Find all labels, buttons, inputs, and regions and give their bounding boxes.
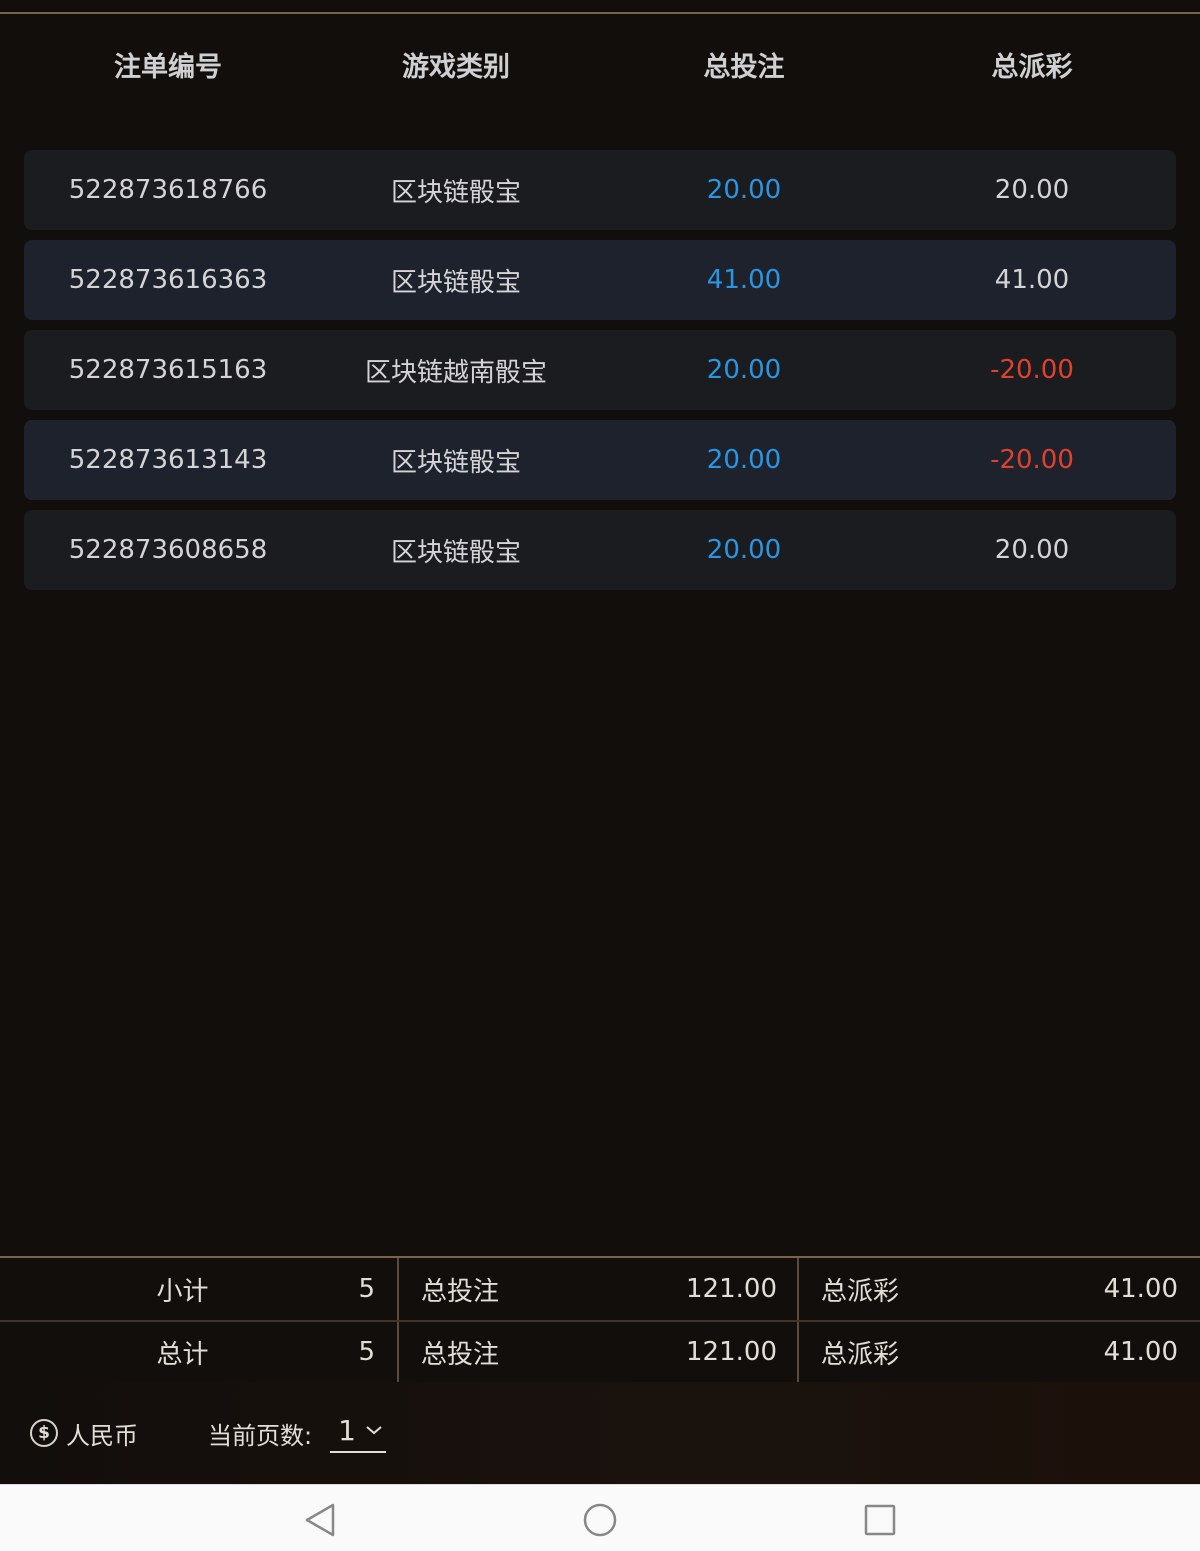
game-type: 区块链骰宝 <box>390 177 521 208</box>
total-bet: 20.00 <box>706 355 782 385</box>
header-game-type: 游戏类别 <box>402 52 510 83</box>
total-bet-label: 总投注 <box>421 1339 500 1370</box>
total-payout: 20.00 <box>994 535 1070 565</box>
total-payout: -20.00 <box>990 355 1074 385</box>
system-navbar <box>0 1484 1200 1551</box>
game-type: 区块链骰宝 <box>390 537 521 568</box>
bet-id: 522873608658 <box>68 535 268 565</box>
footer-bar: $ 人民币 当前页数: 1 <box>0 1382 1200 1484</box>
currency-icon: $ <box>30 1419 58 1447</box>
bet-id: 522873616363 <box>68 265 268 295</box>
subtotal-label: 小计 <box>156 1276 209 1307</box>
game-type: 区块链骰宝 <box>390 447 521 478</box>
total-label: 总计 <box>156 1339 209 1370</box>
header-total-payout: 总派彩 <box>991 52 1073 83</box>
table-row[interactable]: 522873616363 区块链骰宝 41.00 41.00 <box>24 240 1176 320</box>
bet-id: 522873613143 <box>68 445 268 475</box>
currency-label[interactable]: 人民币 <box>66 1421 138 1450</box>
subtotal-bet-label: 总投注 <box>421 1276 500 1307</box>
bet-id: 522873618766 <box>68 175 268 205</box>
table-row[interactable]: 522873608658 区块链骰宝 20.00 20.00 <box>24 510 1176 590</box>
table-row[interactable]: 522873618766 区块链骰宝 20.00 20.00 <box>24 150 1176 230</box>
home-icon[interactable] <box>582 1502 618 1538</box>
total-payout-label: 总派彩 <box>821 1339 900 1370</box>
page-select[interactable]: 1 <box>330 1413 387 1453</box>
page-label: 当前页数: <box>208 1421 313 1450</box>
total-payout: 41.00 <box>1103 1337 1178 1367</box>
subtotal-bet: 121.00 <box>686 1274 777 1304</box>
subtotal-count: 5 <box>358 1274 375 1304</box>
page-value: 1 <box>338 1413 356 1447</box>
table-row[interactable]: 522873613143 区块链骰宝 20.00 -20.00 <box>24 420 1176 500</box>
total-count: 5 <box>358 1337 375 1367</box>
back-icon[interactable] <box>302 1502 338 1538</box>
recents-icon[interactable] <box>862 1502 898 1538</box>
subtotal-row: 小计 5 总投注 121.00 总派彩 41.00 <box>0 1258 1200 1320</box>
header-total-bet: 总投注 <box>703 52 785 83</box>
total-bet: 20.00 <box>706 445 782 475</box>
game-type: 区块链越南骰宝 <box>364 357 547 388</box>
table-header: 注单编号 游戏类别 总投注 总派彩 <box>24 40 1176 96</box>
total-bet: 20.00 <box>706 175 782 205</box>
total-payout: 20.00 <box>994 175 1070 205</box>
total-row: 总计 5 总投注 121.00 总派彩 41.00 <box>0 1320 1200 1382</box>
bet-id: 522873615163 <box>68 355 268 385</box>
table-row[interactable]: 522873615163 区块链越南骰宝 20.00 -20.00 <box>24 330 1176 410</box>
game-type: 区块链骰宝 <box>390 267 521 298</box>
total-bet: 121.00 <box>686 1337 777 1367</box>
bet-list: 522873618766 区块链骰宝 20.00 20.00 522873616363 区… <box>24 150 1176 600</box>
chevron-down-icon <box>366 1426 382 1435</box>
total-payout: -20.00 <box>990 445 1074 475</box>
total-bet: 20.00 <box>706 535 782 565</box>
total-bet: 41.00 <box>706 265 782 295</box>
total-payout: 41.00 <box>994 265 1070 295</box>
top-divider <box>0 12 1200 14</box>
summary-table: 小计 5 总投注 121.00 总派彩 41.00 总计 5 总投注 121.00 总派彩… <box>0 1256 1200 1384</box>
header-bet-id: 注单编号 <box>114 52 222 83</box>
subtotal-payout: 41.00 <box>1103 1274 1178 1304</box>
subtotal-payout-label: 总派彩 <box>821 1276 900 1307</box>
